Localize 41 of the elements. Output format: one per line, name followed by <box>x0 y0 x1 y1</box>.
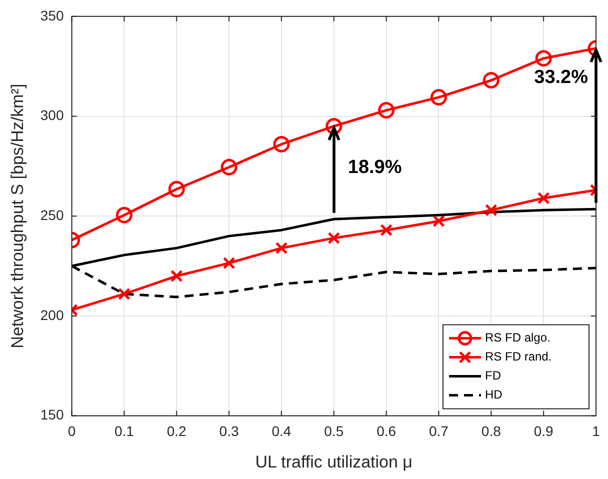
point <box>537 192 550 204</box>
legend-label: FD <box>485 368 502 383</box>
point <box>535 50 552 67</box>
x-tick-label: 0.2 <box>166 423 187 440</box>
y-tick-label: 300 <box>40 107 64 124</box>
y-tick-label: 350 <box>40 7 64 24</box>
point <box>273 136 290 152</box>
point <box>222 256 236 270</box>
point <box>116 206 132 224</box>
y-axis-title: Network throughput S [bps/Hz/km²] <box>8 84 27 348</box>
point <box>430 89 447 106</box>
point <box>168 180 185 198</box>
y-tick-label: 250 <box>40 206 64 223</box>
x-tick-label: 0.1 <box>114 423 134 440</box>
annotation: 18.9% <box>348 157 402 180</box>
x-tick-label: 0.5 <box>324 423 344 440</box>
annotation: 33.2% <box>534 67 588 90</box>
x-tick-label: 1 <box>592 423 600 440</box>
x-tick-label: 0.3 <box>219 423 239 440</box>
y-tick-label: 200 <box>40 306 64 323</box>
point <box>328 232 340 244</box>
legend-label: HD <box>485 388 503 402</box>
x-tick-label: 0.8 <box>481 423 502 440</box>
legend-label: RS FD rand. <box>485 350 552 364</box>
point <box>118 288 130 300</box>
point <box>484 204 498 216</box>
x-tick-label: 0 <box>68 423 76 440</box>
y-tick-label: 150 <box>40 406 64 423</box>
point <box>432 214 445 228</box>
point <box>275 242 288 254</box>
x-tick-label: 0.4 <box>272 423 292 440</box>
x-tick-label: 0.6 <box>376 423 396 440</box>
point <box>482 72 500 89</box>
point <box>220 158 238 176</box>
x-axis-title: UL traffic utilization μ <box>255 452 412 472</box>
point <box>380 224 393 236</box>
x-tick-label: 0.9 <box>534 423 554 440</box>
point <box>170 270 183 282</box>
x-tick-label: 0.7 <box>428 423 449 440</box>
legend-label: RS FD algo. <box>485 330 550 345</box>
point <box>378 102 395 119</box>
